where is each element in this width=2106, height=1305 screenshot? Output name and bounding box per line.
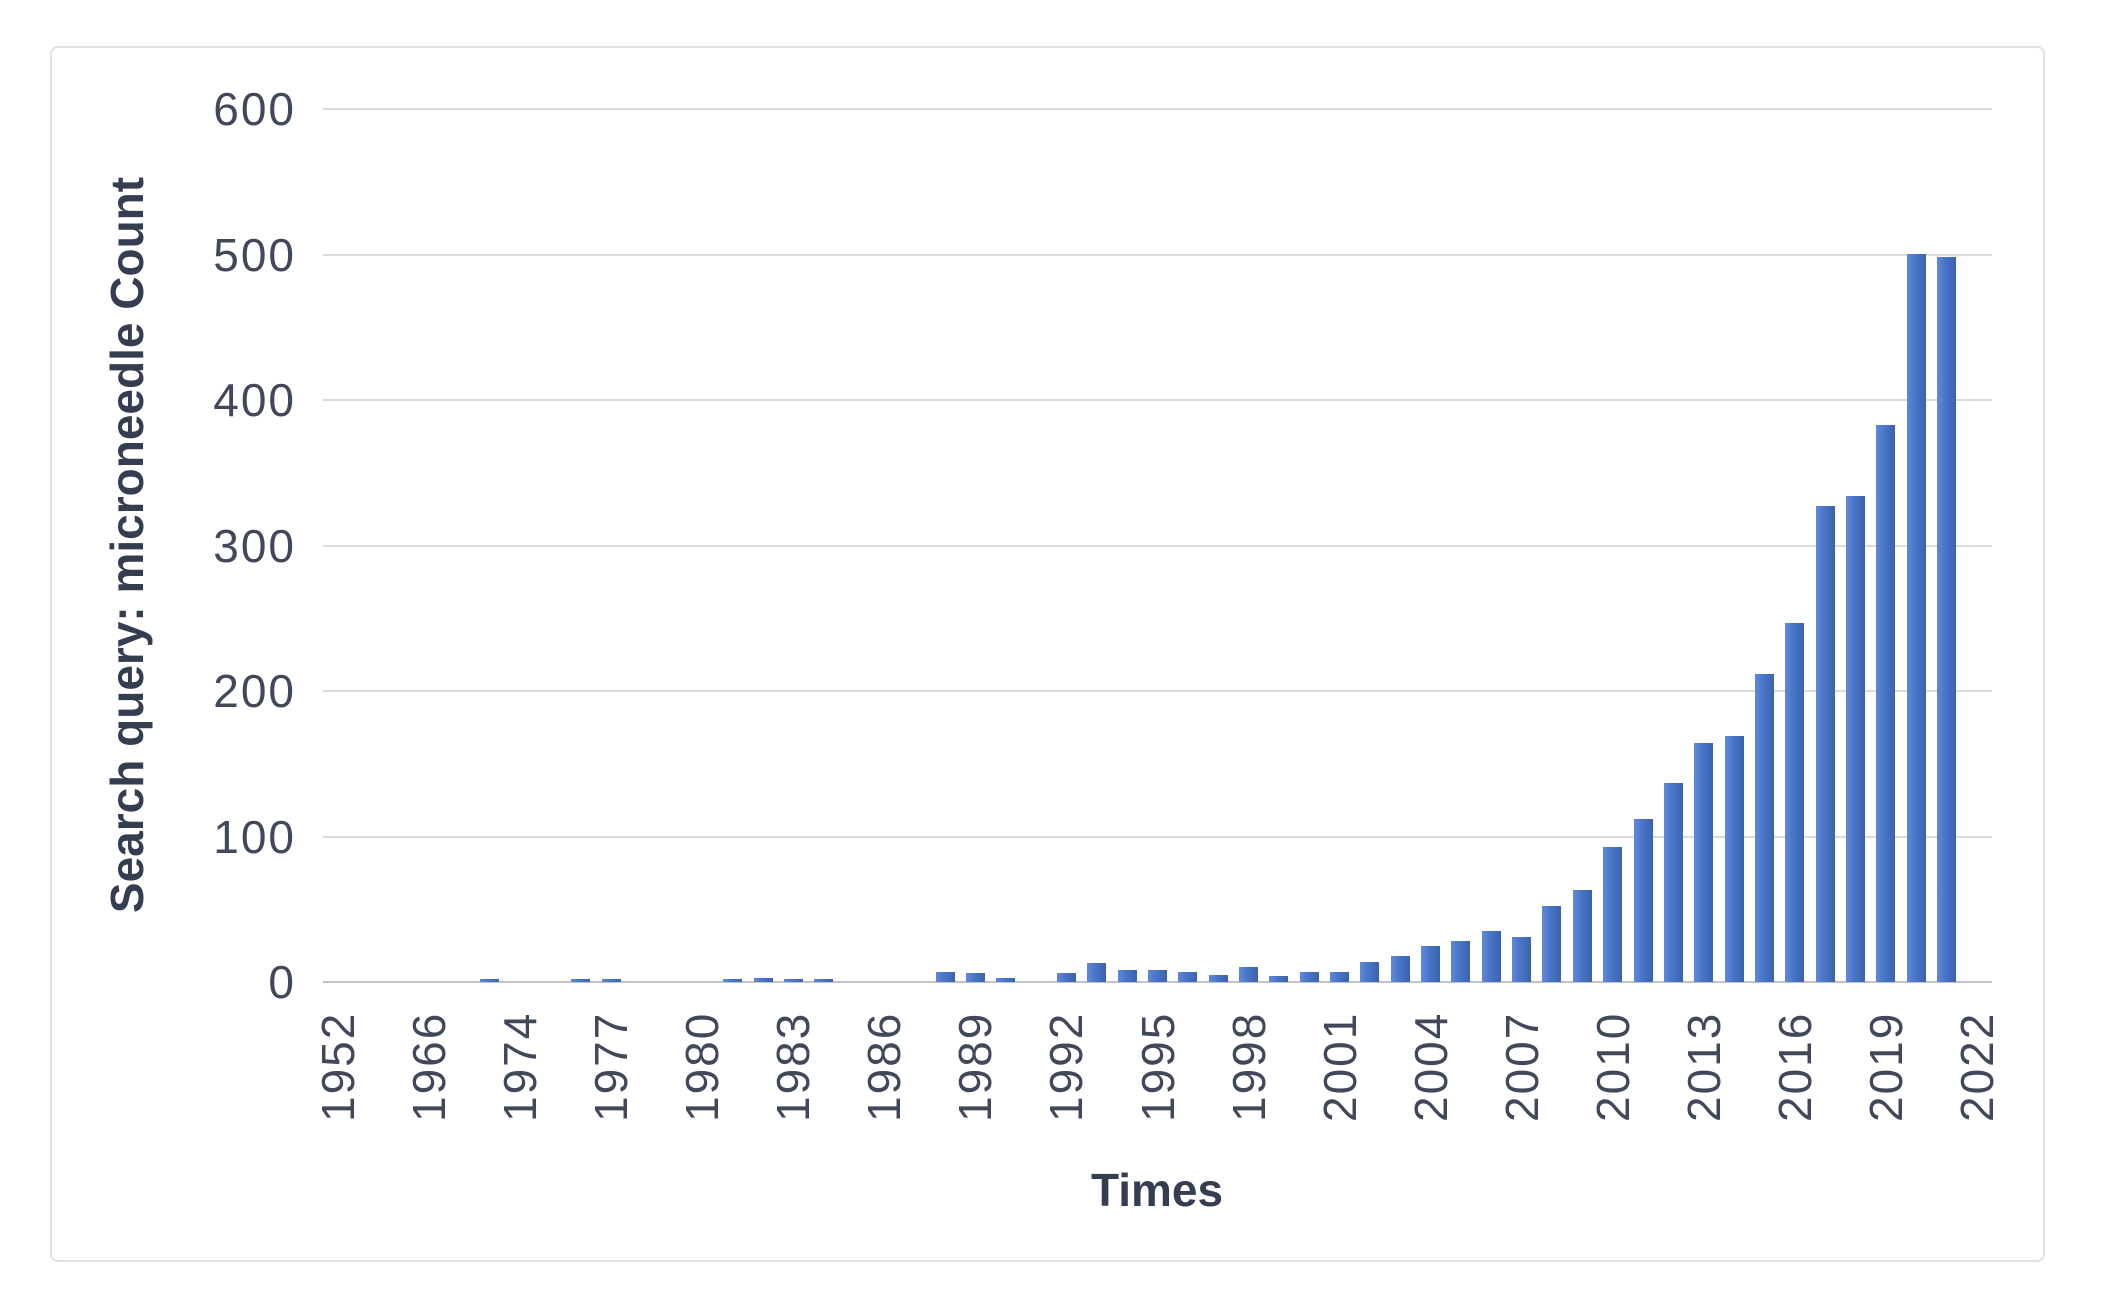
gridline-200 (323, 690, 1992, 692)
bar-1981 (723, 979, 743, 982)
bar-1988 (935, 972, 955, 982)
bar-1998 (1239, 967, 1259, 982)
y-tick-label-300: 300 (213, 519, 296, 572)
bar-1977 (601, 979, 621, 982)
bar-2014 (1724, 736, 1744, 982)
bar-idx5 (480, 979, 500, 982)
bar-2020 (1906, 254, 1926, 982)
y-tick-label-0: 0 (268, 956, 296, 1008)
bar-2011 (1633, 819, 1653, 982)
bar-2004 (1421, 946, 1441, 982)
bar-1989 (965, 973, 985, 982)
bar-2002 (1360, 962, 1380, 982)
bar-2005 (1451, 941, 1471, 982)
x-tick-label-1980: 1980 (676, 1011, 729, 1122)
bar-2018 (1845, 496, 1865, 982)
gridline-400 (323, 399, 1992, 401)
gridline-300 (323, 544, 1992, 547)
x-tick-label-1992: 1992 (1040, 1011, 1093, 1122)
bar-1996 (1178, 972, 1198, 982)
bar-1982 (753, 978, 773, 982)
bar-2016 (1785, 623, 1805, 982)
bar-1990 (996, 978, 1016, 982)
x-axis-tick-labels: 1952 1966 1974 1977 1980 1983 1986 1989 1992 1995… (312, 982, 2003, 1152)
x-tick-label-1986: 1986 (858, 1011, 911, 1122)
bar-2017 (1815, 506, 1835, 982)
bar-1997 (1208, 975, 1228, 982)
bar-1984 (814, 979, 834, 982)
x-tick-label-1966: 1966 (403, 1011, 456, 1122)
y-axis-tick-labels: 0 100 200 300 400 500 600 (120, 83, 296, 1008)
x-tick-label-2007: 2007 (1495, 1011, 1548, 1122)
gridline-600 (323, 108, 1992, 110)
x-tick-label-1952: 1952 (312, 1011, 365, 1122)
bar-2012 (1663, 783, 1683, 982)
bar-2007 (1512, 937, 1532, 982)
x-tick-label-1995: 1995 (1131, 1011, 1184, 1122)
bar-1976 (571, 979, 591, 982)
x-axis-line (323, 981, 1992, 983)
x-tick-label-2004: 2004 (1404, 1011, 1457, 1122)
bar-2001 (1330, 972, 1350, 982)
gridline-500 (323, 253, 1992, 256)
x-tick-label-1998: 1998 (1222, 1011, 1275, 1122)
chart-card (50, 46, 2045, 1262)
bar-2010 (1603, 847, 1623, 982)
x-axis-title: Times (1090, 1164, 1224, 1216)
y-tick-label-200: 200 (213, 665, 296, 717)
x-tick-label-2013: 2013 (1677, 1011, 1730, 1122)
bar-1994 (1117, 970, 1137, 982)
bar-2003 (1390, 956, 1410, 982)
x-tick-label-1983: 1983 (767, 1011, 820, 1122)
y-tick-label-500: 500 (213, 228, 296, 281)
y-tick-label-600: 600 (213, 83, 296, 135)
bar-2013 (1694, 743, 1714, 982)
bar-2019 (1876, 425, 1896, 982)
x-tick-label-2001: 2001 (1313, 1011, 1366, 1122)
bar-1993 (1087, 963, 1107, 982)
y-tick-label-400: 400 (213, 374, 296, 426)
bar-1995 (1148, 970, 1167, 982)
x-tick-label-1977: 1977 (585, 1011, 638, 1122)
x-tick-label-2016: 2016 (1768, 1011, 1821, 1122)
bar-2006 (1481, 931, 1501, 982)
x-tick-label-1974: 1974 (494, 1011, 547, 1122)
x-tick-label-2022: 2022 (1950, 1011, 2003, 1122)
bar-2008 (1542, 906, 1562, 982)
x-tick-label-1989: 1989 (949, 1011, 1002, 1122)
gridline-100 (323, 835, 1992, 838)
bar-1983 (783, 979, 803, 982)
x-tick-label-2010: 2010 (1586, 1011, 1639, 1122)
bar-2009 (1572, 890, 1592, 982)
bar-1999 (1269, 976, 1289, 982)
bar-2000 (1299, 972, 1319, 982)
x-tick-label-2019: 2019 (1859, 1011, 1912, 1122)
bar-1992 (1056, 973, 1076, 982)
bar-2015 (1754, 674, 1774, 982)
plot-area (323, 108, 1992, 983)
bar-2021 (1936, 257, 1956, 982)
y-tick-label-100: 100 (213, 810, 296, 863)
